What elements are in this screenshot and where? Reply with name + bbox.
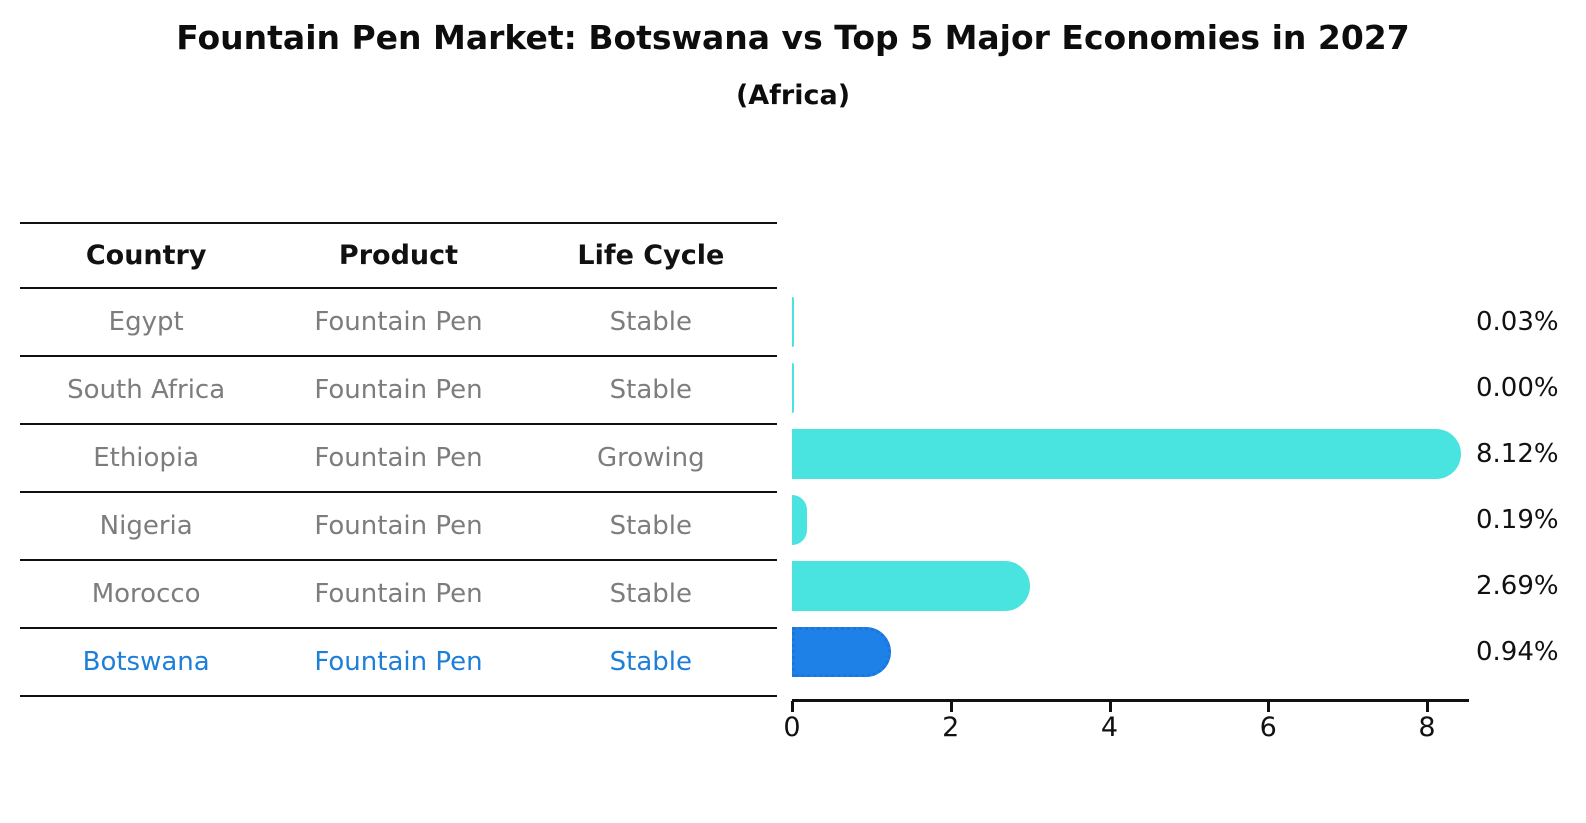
cell-country: Botswana <box>82 647 210 677</box>
cell-product: Fountain Pen <box>314 307 483 337</box>
x-tick-label: 2 <box>942 712 960 743</box>
chart-title: Fountain Pen Market: Botswana vs Top 5 M… <box>176 18 1410 57</box>
value-label: 0.19% <box>1476 505 1559 535</box>
cell-product: Fountain Pen <box>314 647 483 677</box>
table-row-botswana-highlight: Botswana Fountain Pen Stable <box>20 627 777 695</box>
value-label: 0.03% <box>1476 307 1559 337</box>
cell-country: Ethiopia <box>93 443 200 473</box>
chart-subtitle: (Africa) <box>735 80 851 111</box>
header-life-cycle: Life Cycle <box>577 240 725 271</box>
x-tick <box>791 701 794 712</box>
value-label: 0.00% <box>1476 373 1559 403</box>
cell-product: Fountain Pen <box>314 375 483 405</box>
bar-botswana-highlight <box>792 627 891 677</box>
cell-country: South Africa <box>67 375 226 405</box>
x-tick <box>1267 701 1271 712</box>
cell-product: Fountain Pen <box>314 443 483 473</box>
table-row: Nigeria Fountain Pen Stable <box>20 491 777 559</box>
cell-country: Egypt <box>108 307 184 337</box>
bar-egypt <box>792 297 795 347</box>
cell-country: Morocco <box>91 579 201 609</box>
table-row: Morocco Fountain Pen Stable <box>20 559 777 627</box>
bar-ethiopia <box>792 429 1461 479</box>
cell-product: Fountain Pen <box>314 579 483 609</box>
country-table: Country Product Life Cycle Egypt Fountai… <box>20 222 777 697</box>
header-country: Country <box>85 240 207 271</box>
x-tick <box>949 701 953 712</box>
cell-life-cycle: Stable <box>609 579 692 609</box>
cell-life-cycle: Stable <box>609 511 692 541</box>
x-tick <box>1108 701 1112 712</box>
bar-morocco <box>792 561 1030 611</box>
table-row: Ethiopia Fountain Pen Growing <box>20 423 777 491</box>
bar-nigeria <box>792 495 808 545</box>
x-tick-label: 6 <box>1259 712 1277 743</box>
value-label: 8.12% <box>1476 439 1559 469</box>
table-row: South Africa Fountain Pen Stable <box>20 355 777 423</box>
value-label: 2.69% <box>1476 571 1559 601</box>
cell-product: Fountain Pen <box>314 511 483 541</box>
cell-country: Nigeria <box>99 511 193 541</box>
cell-life-cycle: Growing <box>596 443 705 473</box>
cell-life-cycle: Stable <box>609 647 692 677</box>
bar-south-africa <box>792 363 794 413</box>
table-header-row: Country Product Life Cycle <box>20 222 777 287</box>
x-axis-line <box>792 699 1469 702</box>
cell-life-cycle: Stable <box>609 375 692 405</box>
table-row: Egypt Fountain Pen Stable <box>20 287 777 355</box>
x-tick-label: 0 <box>783 712 801 743</box>
cell-life-cycle: Stable <box>609 307 692 337</box>
x-tick-label: 4 <box>1100 712 1119 743</box>
x-tick-label: 8 <box>1418 712 1436 743</box>
x-tick <box>1426 701 1429 712</box>
header-product: Product <box>338 240 459 271</box>
value-label: 0.94% <box>1476 637 1559 667</box>
